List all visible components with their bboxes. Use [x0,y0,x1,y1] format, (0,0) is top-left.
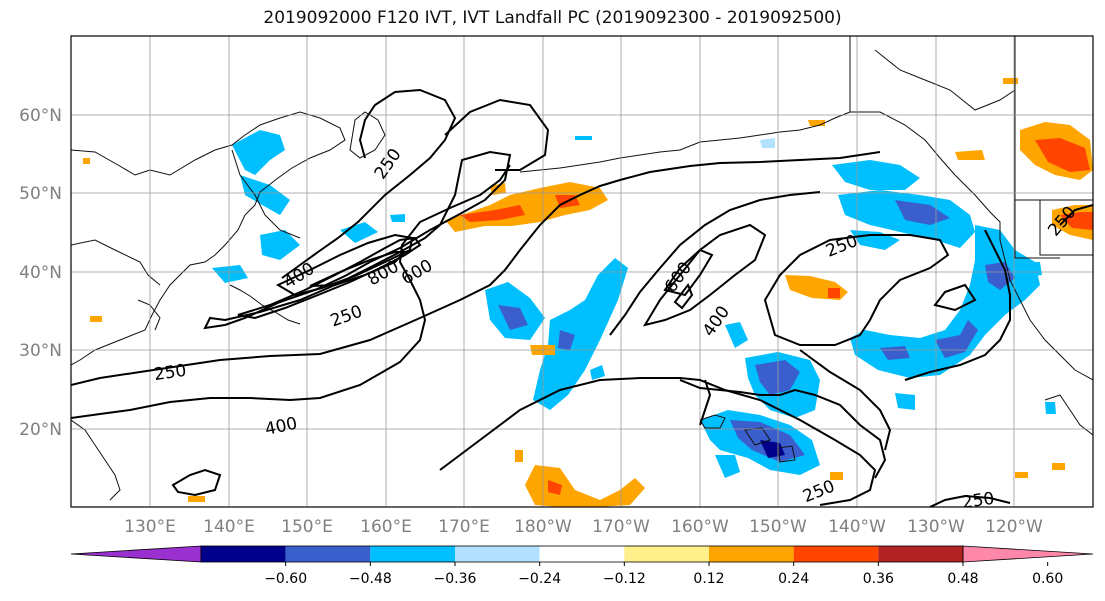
positive-pc-shading [83,78,1093,507]
lon-label: 140°W [828,517,886,537]
lat-label: 50°N [19,184,62,204]
ivt-contours [71,88,1093,507]
lon-label: 170°E [438,517,490,537]
colorbar-swatch [878,546,963,562]
colorbar-swatch [793,546,879,562]
colorbar-swatch [285,546,371,562]
contour-label: 250 [961,489,996,513]
lat-label: 60°N [19,106,62,126]
lon-label: 150°E [281,517,333,537]
colorbar: −0.60 −0.48 −0.36 −0.24 −0.12 0.12 0.24 0.36 0.4… [70,545,1094,587]
colorbar-tick-label: −0.36 [434,571,477,587]
colorbar-swatch [624,546,709,562]
colorbar-outline [200,545,964,563]
colorbar-tick-label: 0.24 [778,571,809,587]
coastlines [71,36,1093,501]
lon-label: 130°E [124,517,176,537]
lon-label: 140°E [203,517,255,537]
colorbar-tick-label: −0.60 [264,571,307,587]
colorbar-swatch [201,546,286,562]
colorbar-extend-max [962,545,1094,563]
colorbar-tick-label: 0.12 [693,571,724,587]
lat-label: 20°N [19,420,62,440]
lon-label: 160°E [360,517,412,537]
colorbar-swatch [539,546,625,562]
latitude-labels: 60°N 50°N 40°N 30°N 20°N [19,106,62,440]
colorbar-tick-label: 0.48 [947,571,978,587]
map-panel: 250 400 800 600 250 250 400 600 400 250 … [71,36,1093,513]
colorbar-extend-min [70,545,202,563]
lat-label: 40°N [19,263,62,283]
graticule [71,36,1093,507]
map-frame [70,35,1094,508]
longitude-labels: 130°E 140°E 150°E 160°E 170°E 180°W 170°… [124,517,1043,537]
colorbar-tick-label: −0.24 [518,571,561,587]
colorbar-tick-label: −0.12 [603,571,646,587]
lon-label: 130°W [907,517,965,537]
lon-label: 180°W [514,517,572,537]
colorbar-swatch [370,546,455,562]
colorbar-swatch [709,546,794,562]
lon-label: 120°W [985,517,1043,537]
colorbar-tick-label: −0.48 [349,571,392,587]
colorbar-swatch [455,546,540,562]
lon-label: 160°W [671,517,729,537]
lon-label: 150°W [749,517,807,537]
map-title: 2019092000 F120 IVT, IVT Landfall PC (20… [263,8,842,28]
colorbar-tick-label: 0.60 [1032,571,1063,587]
contour-label: 250 [153,361,188,385]
lon-label: 170°W [592,517,650,537]
lat-label: 30°N [19,341,62,361]
colorbar-tick-label: 0.36 [863,571,894,587]
